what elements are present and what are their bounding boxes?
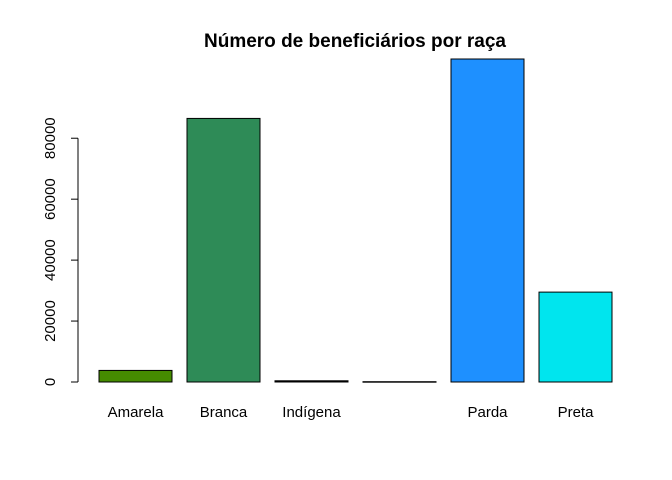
y-tick-label: 40000 xyxy=(42,239,59,281)
category-label: Branca xyxy=(200,404,248,421)
bar xyxy=(98,369,173,383)
y-tick-label: 60000 xyxy=(42,178,59,220)
category-label: Parda xyxy=(467,404,508,421)
y-axis: 0 20000 40000 60000 80000 xyxy=(42,117,79,386)
category-label: Preta xyxy=(558,404,595,421)
category-labels: Amarela Branca Indígena Parda Preta xyxy=(108,404,595,421)
bar xyxy=(538,291,613,383)
y-tick-label: 0 xyxy=(42,378,59,386)
y-tick-label: 20000 xyxy=(42,300,59,342)
bar xyxy=(274,380,349,383)
bars xyxy=(98,58,613,383)
y-tick-label: 80000 xyxy=(42,117,59,159)
bar xyxy=(450,58,525,383)
category-label: Amarela xyxy=(108,404,165,421)
bar xyxy=(186,117,261,383)
bar xyxy=(362,381,437,383)
chart-title: Número de beneficiários por raça xyxy=(204,31,506,52)
category-label: Indígena xyxy=(282,404,341,421)
